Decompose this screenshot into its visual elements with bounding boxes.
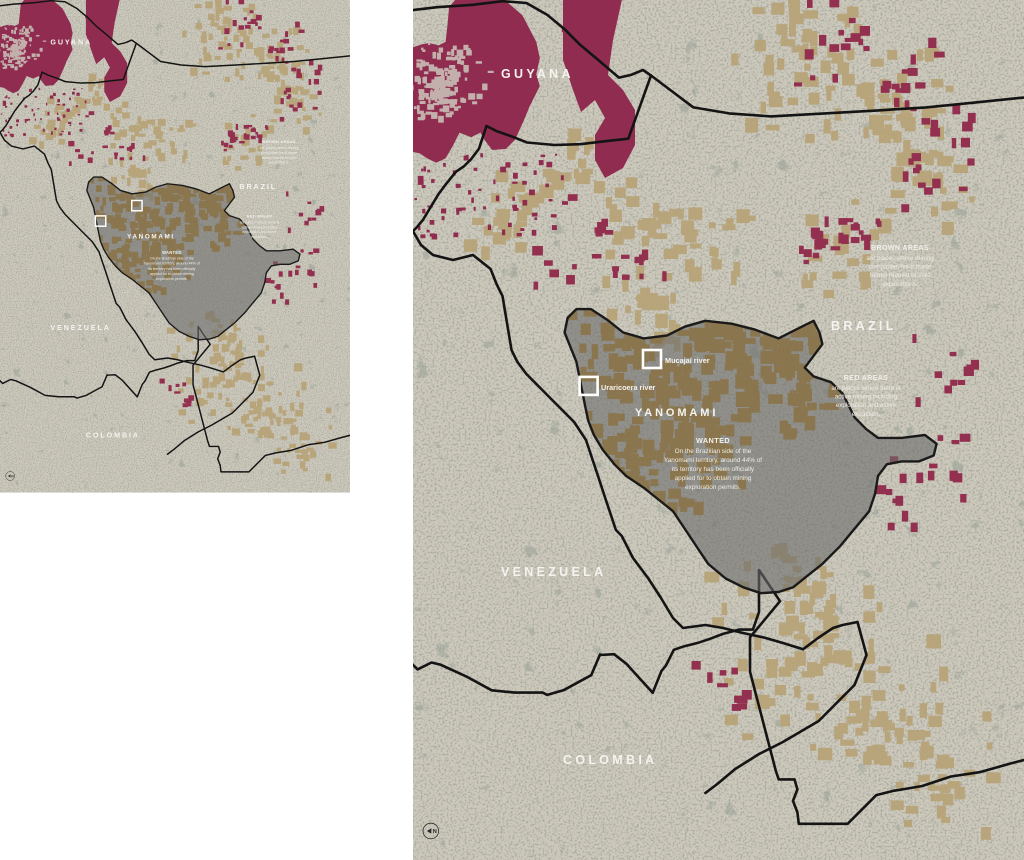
svg-text:exploration and active: exploration and active bbox=[836, 402, 897, 409]
svg-text:VENEZUELA: VENEZUELA bbox=[50, 324, 110, 332]
svg-text:exploration permits.: exploration permits. bbox=[685, 484, 741, 491]
svg-text:GUYANA: GUYANA bbox=[501, 67, 574, 81]
svg-text:are places where mining: are places where mining bbox=[866, 255, 934, 262]
svg-text:WANTED: WANTED bbox=[696, 436, 730, 445]
svg-text:Mucajaí river: Mucajaí river bbox=[665, 356, 710, 365]
svg-text:BRAZIL: BRAZIL bbox=[831, 319, 897, 333]
svg-text:active mining including: active mining including bbox=[835, 394, 898, 401]
svg-text:exploration permits.: exploration permits. bbox=[156, 277, 188, 281]
svg-text:Yanomami territory, around 44%: Yanomami territory, around 44% of bbox=[144, 262, 201, 266]
svg-text:extraction.: extraction. bbox=[251, 235, 267, 239]
svg-text:formal request to start: formal request to start bbox=[870, 272, 930, 279]
svg-text:are places where mining: are places where mining bbox=[260, 146, 298, 150]
svg-text:BROWN AREAS: BROWN AREAS bbox=[871, 245, 929, 252]
svg-text:active mining including: active mining including bbox=[242, 225, 278, 229]
svg-text:On the Brazilian side of the: On the Brazilian side of the bbox=[150, 256, 194, 260]
svg-text:its territory has been officia: its territory has been officially bbox=[148, 267, 195, 271]
svg-text:Uraricoera river: Uraricoera river bbox=[601, 383, 656, 392]
svg-text:are places where there is: are places where there is bbox=[831, 385, 900, 392]
svg-text:are places where there is: are places where there is bbox=[240, 220, 280, 224]
svg-text:WANTED: WANTED bbox=[162, 250, 181, 255]
svg-text:Yanomami territory, around 44%: Yanomami territory, around 44% of bbox=[664, 457, 762, 464]
svg-text:RED AREAS: RED AREAS bbox=[844, 375, 889, 382]
svg-text:YANOMAMI: YANOMAMI bbox=[127, 233, 175, 240]
svg-text:N: N bbox=[433, 829, 437, 835]
svg-text:BRAZIL: BRAZIL bbox=[239, 183, 277, 191]
svg-text:companies have made: companies have made bbox=[261, 151, 297, 155]
svg-text:BROWN AREAS: BROWN AREAS bbox=[262, 139, 295, 144]
svg-text:RED AREAS: RED AREAS bbox=[247, 214, 273, 219]
svg-text:companies have made: companies have made bbox=[869, 264, 932, 271]
svg-text:exploration and active: exploration and active bbox=[242, 230, 277, 234]
svg-text:YANOMAMI: YANOMAMI bbox=[635, 407, 718, 419]
svg-text:explorations.: explorations. bbox=[882, 281, 917, 288]
svg-text:extraction.: extraction. bbox=[852, 411, 881, 418]
svg-text:explorations.: explorations. bbox=[269, 161, 289, 165]
svg-text:applied for to obtain mining: applied for to obtain mining bbox=[150, 272, 194, 276]
svg-text:GUYANA: GUYANA bbox=[50, 39, 92, 47]
svg-text:COLOMBIA: COLOMBIA bbox=[563, 753, 657, 767]
svg-text:its territory has been officia: its territory has been officially bbox=[672, 466, 755, 473]
svg-text:On the Brazilian side of the: On the Brazilian side of the bbox=[675, 448, 752, 455]
svg-text:COLOMBIA: COLOMBIA bbox=[86, 432, 140, 440]
svg-text:formal request to start: formal request to start bbox=[262, 156, 297, 160]
svg-text:applied for to obtain mining: applied for to obtain mining bbox=[675, 475, 752, 482]
svg-text:VENEZUELA: VENEZUELA bbox=[501, 565, 606, 579]
